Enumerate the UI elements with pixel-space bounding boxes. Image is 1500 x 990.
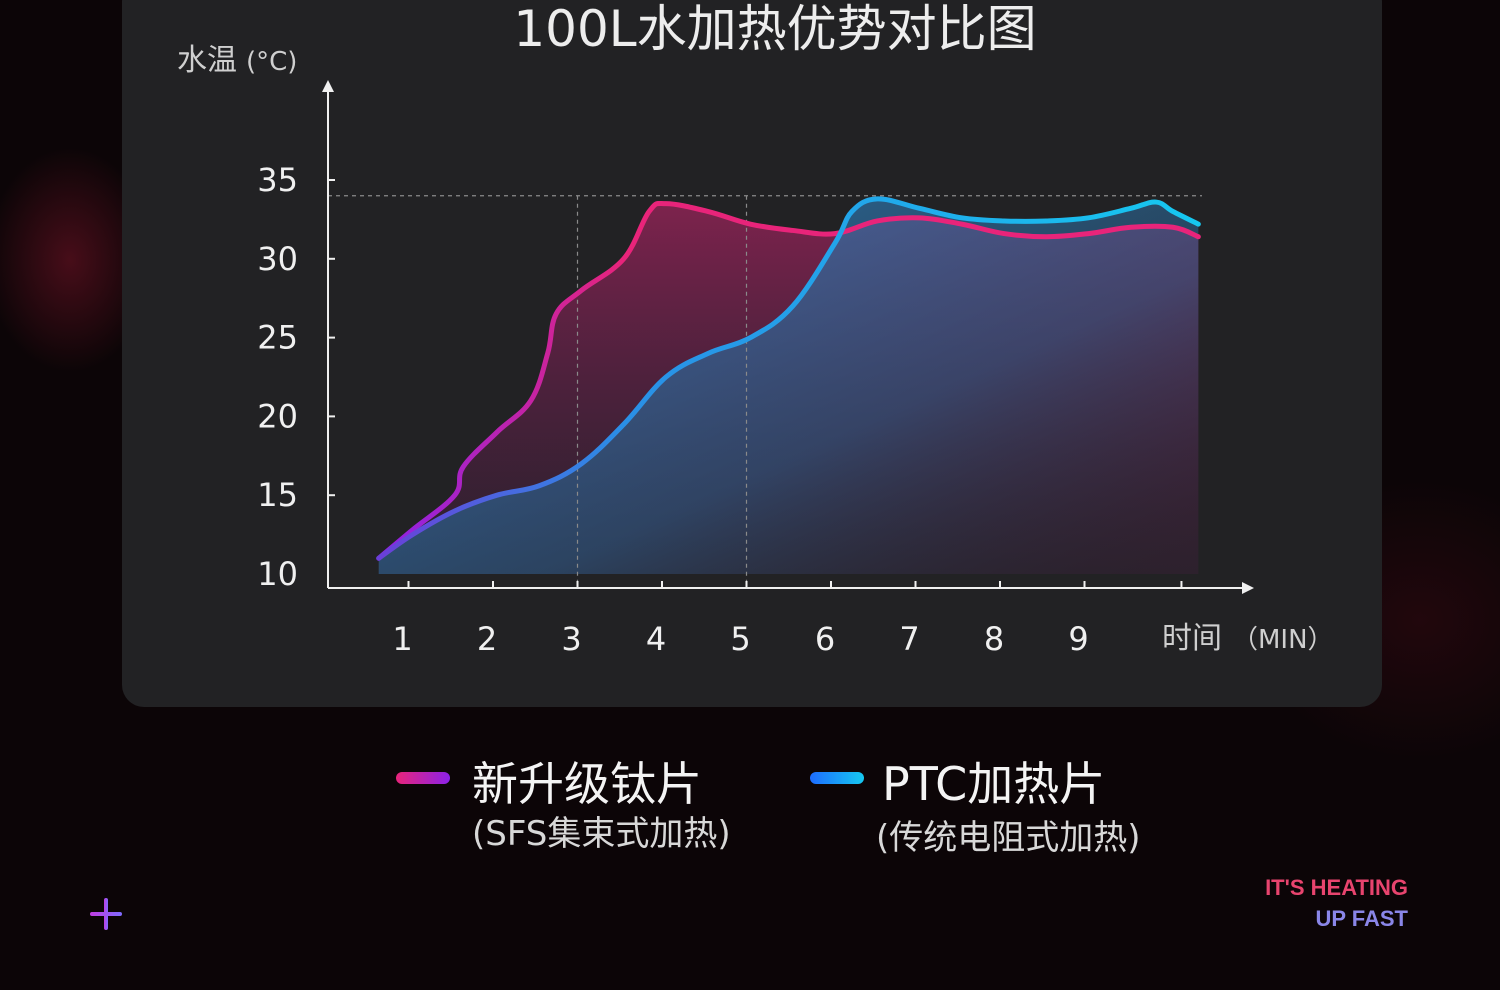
x-axis-arrow: [1242, 582, 1254, 594]
x-tick-label-7: 7: [899, 620, 919, 658]
legend-name-ptc: PTC加热片: [882, 757, 1106, 811]
y-tick-label-35: 35: [257, 161, 298, 199]
legend-sub-ptc: (传统电阻式加热): [876, 818, 1141, 858]
tagline: IT'S HEATING UP FAST: [1265, 872, 1408, 934]
y-tick-label-15: 15: [257, 476, 298, 514]
tagline-line-1: IT'S HEATING: [1265, 875, 1408, 900]
y-axis-arrow: [322, 80, 334, 92]
legend-sub-titanium: (SFS集束式加热): [472, 814, 731, 854]
legend-name-titanium: 新升级钛片: [472, 757, 702, 811]
legend-swatch-titanium: [396, 772, 450, 784]
x-tick-label-8: 8: [984, 620, 1004, 658]
tagline-line-2: UP FAST: [1315, 906, 1408, 931]
x-tick-label-4: 4: [646, 620, 666, 658]
x-tick-label-1: 1: [392, 620, 412, 658]
chart-title: 100L水加热优势对比图: [513, 0, 1036, 58]
line-titanium: [376, 200, 1201, 561]
y-tick-label-10: 10: [257, 555, 298, 593]
line-ptc: [376, 196, 1201, 561]
area-ptc: [378, 198, 1199, 574]
x-tick-label-9: 9: [1068, 620, 1088, 658]
y-tick-label-25: 25: [257, 319, 298, 357]
y-tick-label-30: 30: [257, 240, 298, 278]
plus-icon: [88, 896, 124, 932]
y-axis-unit: (°C): [246, 47, 297, 77]
x-tick-label-3: 3: [561, 620, 581, 658]
x-tick-label-2: 2: [477, 620, 497, 658]
x-tick-label-6: 6: [815, 620, 835, 658]
y-tick-label-20: 20: [257, 397, 298, 435]
legend-swatch-ptc: [810, 772, 864, 784]
y-axis-label: 水温: [177, 43, 237, 78]
x-axis-unit: （MIN）: [1232, 625, 1334, 655]
x-axis-label: 时间: [1162, 621, 1222, 656]
x-tick-label-5: 5: [730, 620, 750, 658]
